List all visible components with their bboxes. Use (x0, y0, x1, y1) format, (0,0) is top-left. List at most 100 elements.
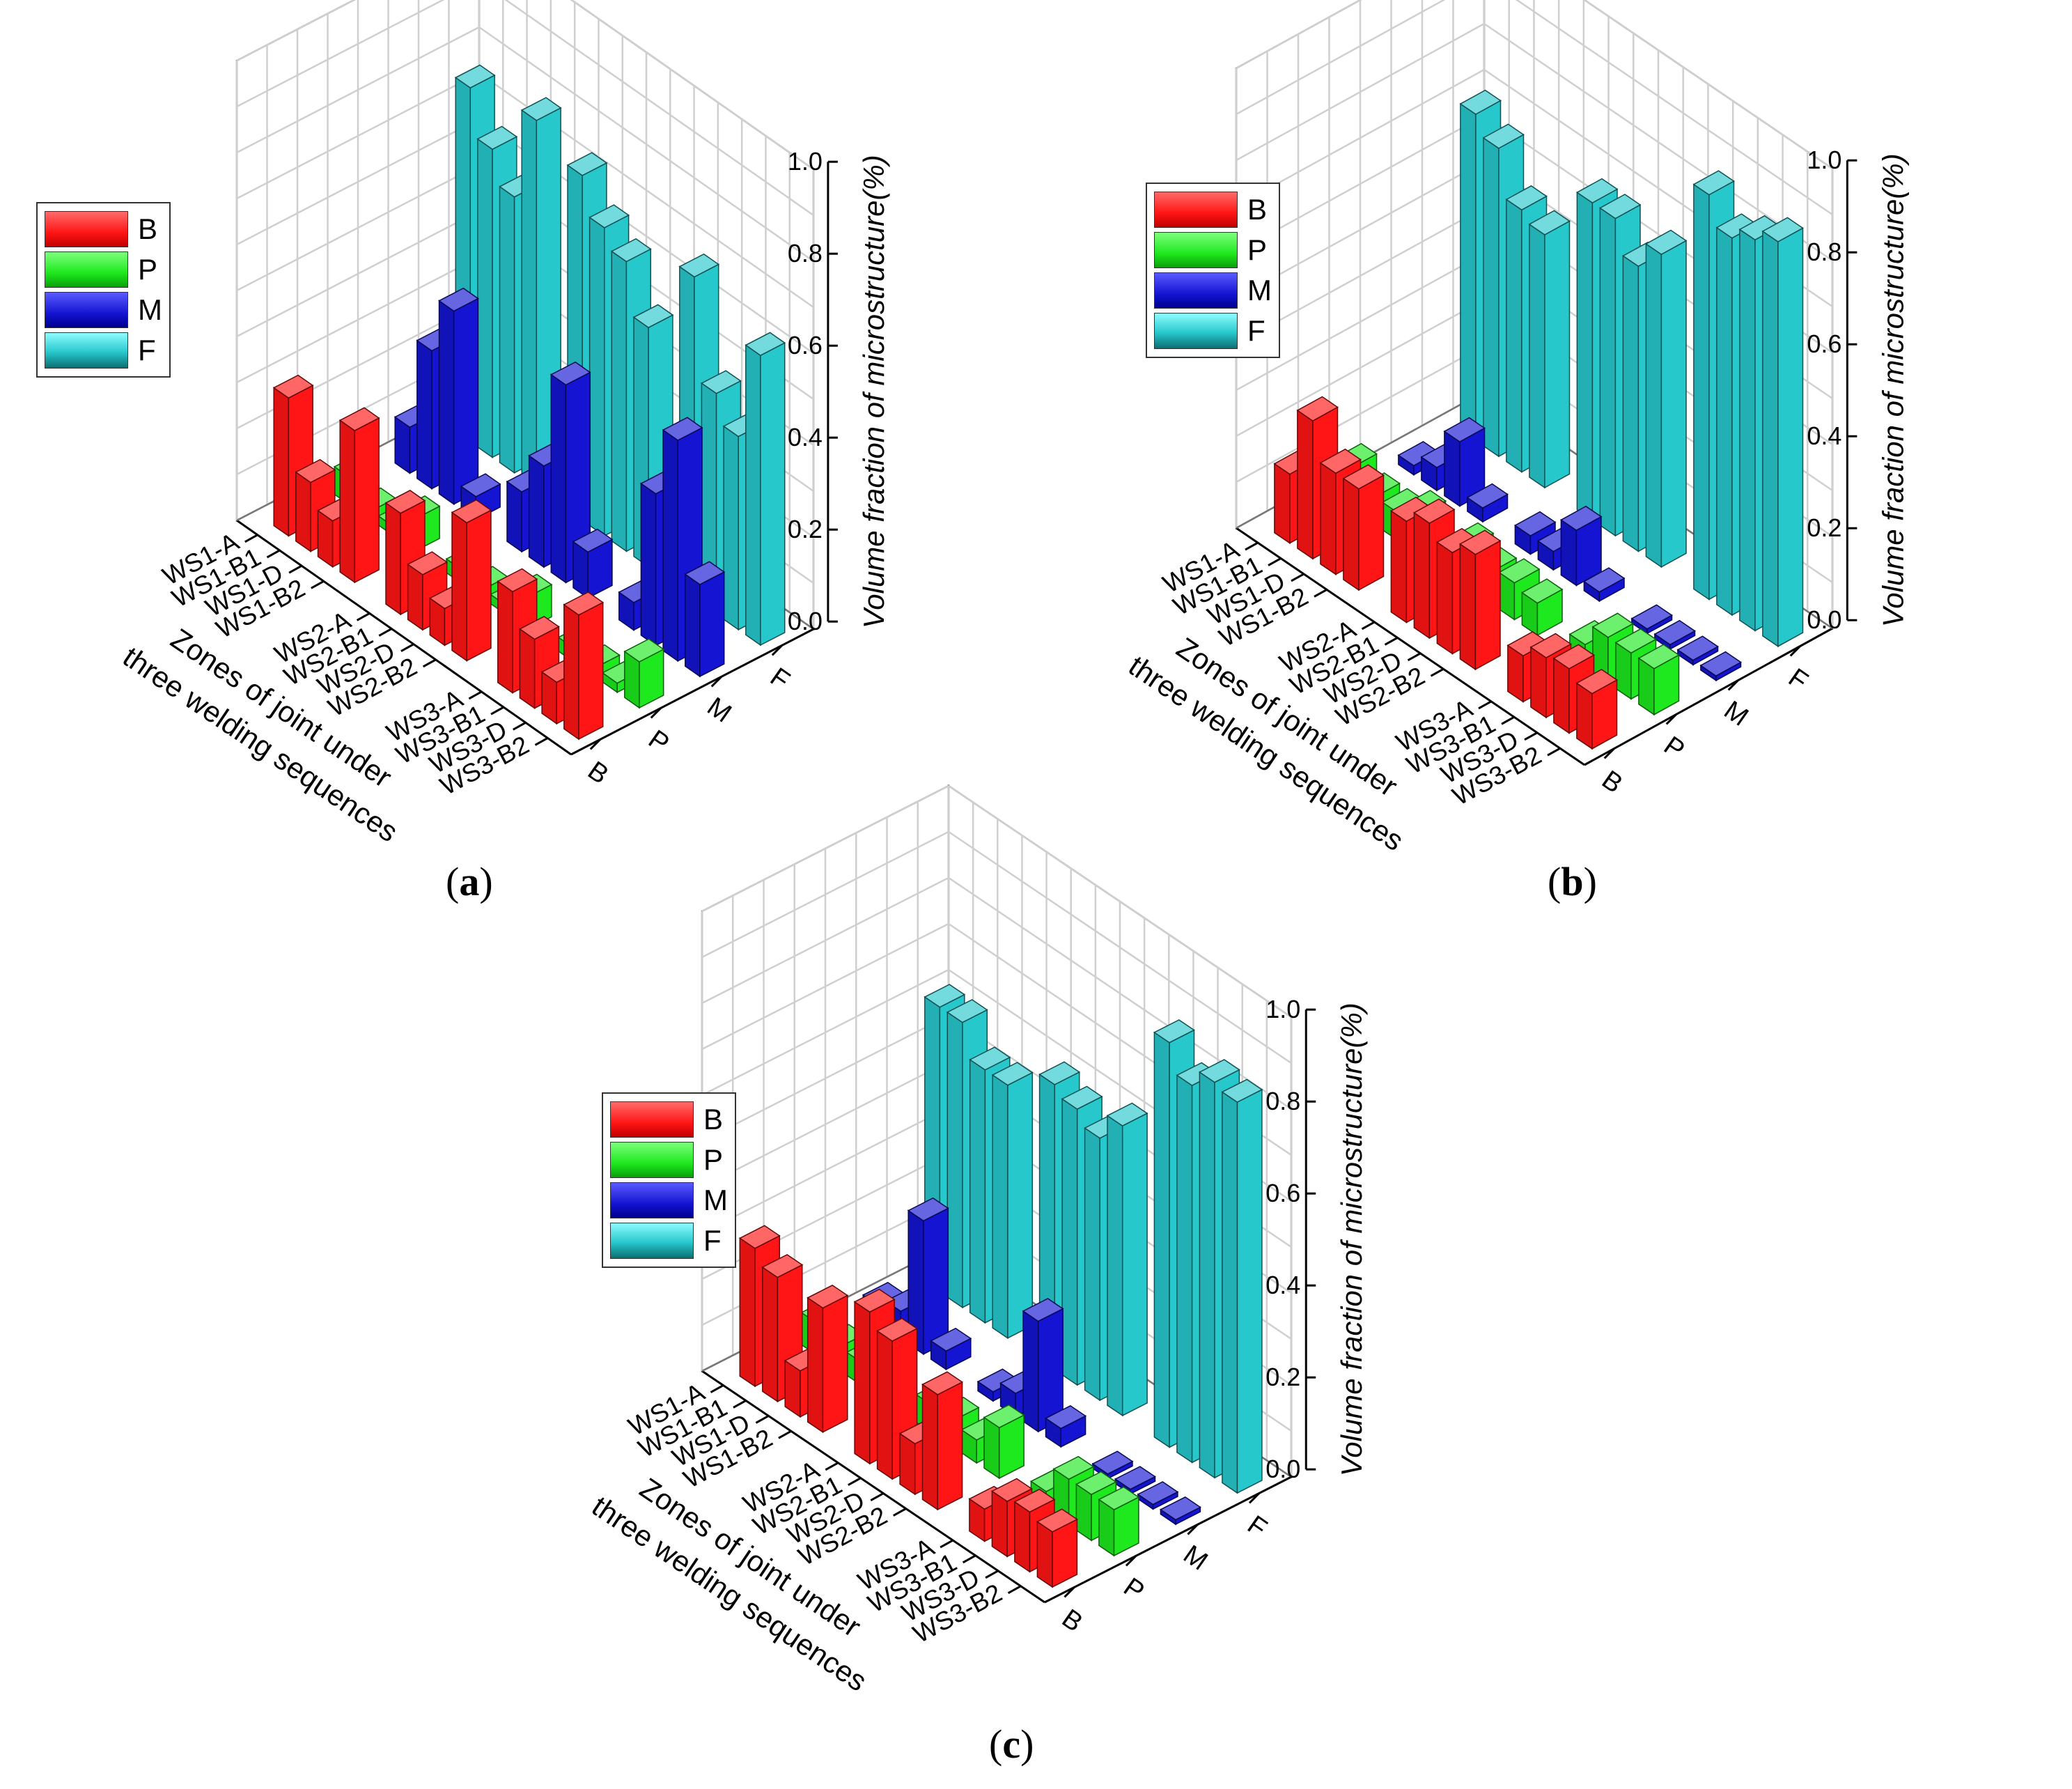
bar-face-left (1553, 657, 1570, 734)
series-axis-label: M (1178, 1540, 1213, 1577)
bar-m-ws3-a (1630, 604, 1673, 635)
series-axis-label: B (1057, 1604, 1088, 1638)
bar-p-ws2-b2 (1520, 578, 1564, 637)
bar-face-left (1320, 461, 1337, 575)
bar-face-left (506, 480, 522, 553)
bar-face-top (1482, 123, 1525, 149)
bar-face-left (1576, 191, 1594, 521)
bar-face-left (1222, 1091, 1238, 1494)
chart-panel-c: 0.0 0.2 0.4 0.6 0.8 1.0 Volume fraction of mic… (586, 784, 1368, 1698)
grid-line (570, 0, 814, 171)
x-tick (1314, 589, 1327, 598)
z-tick-label: 0.0 (1807, 605, 1841, 634)
bar-m-ws1-d (907, 1197, 949, 1356)
bar-p-ws3-b2 (623, 638, 665, 709)
y-tick (1064, 1586, 1075, 1598)
bar-face-top (1412, 498, 1456, 524)
chart-panel-a: 0.0 0.2 0.4 0.6 0.8 1.0 Volume fraction of mic… (117, 0, 890, 849)
panel-label-a-letter: a (459, 859, 480, 904)
bar-face-left (1716, 226, 1733, 617)
bar-face-left (1413, 511, 1431, 640)
bar-face-left (611, 250, 628, 552)
bar-face-left (563, 603, 579, 741)
bars-group (272, 64, 786, 741)
x-tick (1478, 700, 1492, 710)
bar-face-right (1660, 240, 1687, 568)
y-tick (710, 676, 722, 688)
series-axis-label: F (1783, 663, 1813, 697)
z-tick-label: 0.2 (1265, 1363, 1300, 1391)
bar-face-top (1520, 578, 1564, 604)
bar-face-left (477, 138, 493, 458)
bar-face-left (1460, 102, 1477, 442)
z-tick-label: 0.2 (788, 515, 823, 543)
bar-face-top (1443, 417, 1486, 442)
bar-face-top (853, 1288, 896, 1313)
bar-face-top (1575, 178, 1619, 203)
bar-face-top (1582, 567, 1626, 593)
z-tick-label: 0.4 (1265, 1271, 1300, 1299)
grid-line (948, 784, 1292, 1019)
bar-face-left (685, 573, 701, 678)
bar-face-top (1692, 170, 1735, 196)
bar-face-left (723, 425, 739, 631)
bar-face-right (1474, 540, 1501, 671)
bar-face-top (476, 125, 518, 150)
bar-face-top (438, 287, 479, 312)
bar-face-left (438, 300, 455, 506)
x-tick (962, 1554, 976, 1564)
x-tick (1407, 652, 1421, 662)
bar-face-left (1459, 543, 1477, 671)
bar-face-left (1022, 1310, 1039, 1433)
x-tick (940, 1539, 953, 1549)
bar-m-ws1-d (438, 287, 479, 506)
bar-face-left (1014, 1501, 1031, 1573)
y-axis-line (570, 628, 814, 756)
bar-face-top (1091, 1450, 1134, 1475)
bars-group (738, 984, 1263, 1588)
legend-item-f: F (45, 330, 162, 371)
bar-f-ws1-b2 (991, 1062, 1034, 1340)
legend-label-b: B (703, 1103, 724, 1136)
bar-face-right (937, 1381, 963, 1511)
x-tick (1430, 667, 1444, 677)
bar-face-left (1693, 183, 1710, 601)
grid-line (1236, 0, 1362, 70)
bar-m-ws2-b2 (1582, 567, 1626, 603)
bar-face-top (1497, 558, 1541, 584)
bar-face-top (1598, 194, 1642, 219)
z-tick-label: 1.0 (788, 147, 823, 176)
grid-line (478, 26, 814, 263)
z-tick-label: 0.6 (788, 331, 823, 359)
grid-line (1483, 22, 1833, 262)
legend-swatch-m (1154, 272, 1238, 309)
bar-m-ws3-d (1137, 1481, 1179, 1510)
legend-swatch-m (45, 292, 128, 328)
bar-face-top (1458, 529, 1502, 555)
bar-f-ws2-b2 (1106, 1102, 1148, 1417)
bar-face-left (550, 373, 567, 584)
legend-label-p: P (703, 1143, 724, 1176)
bar-face-left (497, 580, 513, 694)
bar-face-top (550, 361, 591, 386)
x-tick (534, 737, 549, 746)
bar-face-left (1739, 228, 1756, 632)
legend-item-f: F (1154, 311, 1272, 351)
y-axis-line (1044, 1476, 1292, 1604)
bar-face-top (1505, 185, 1548, 211)
bar-m-ws2-d (1022, 1298, 1064, 1433)
legend-label-m: M (138, 293, 162, 326)
bar-face-top (1221, 1078, 1263, 1103)
legend-item-b: B (1154, 189, 1272, 230)
bar-face-left (1444, 430, 1460, 507)
bar-b-ws2-b2 (1458, 529, 1502, 671)
x-axis-line (236, 519, 572, 756)
bar-f-ws3-b2 (745, 332, 786, 646)
series-axis-label: P (1658, 731, 1690, 765)
series-axis-label: M (1719, 695, 1754, 732)
bar-face-top (1559, 505, 1603, 532)
legend-swatch-f (45, 332, 128, 369)
legend-item-m: M (45, 290, 162, 330)
grid-line (948, 830, 1292, 1064)
legend-swatch-f (610, 1223, 694, 1259)
